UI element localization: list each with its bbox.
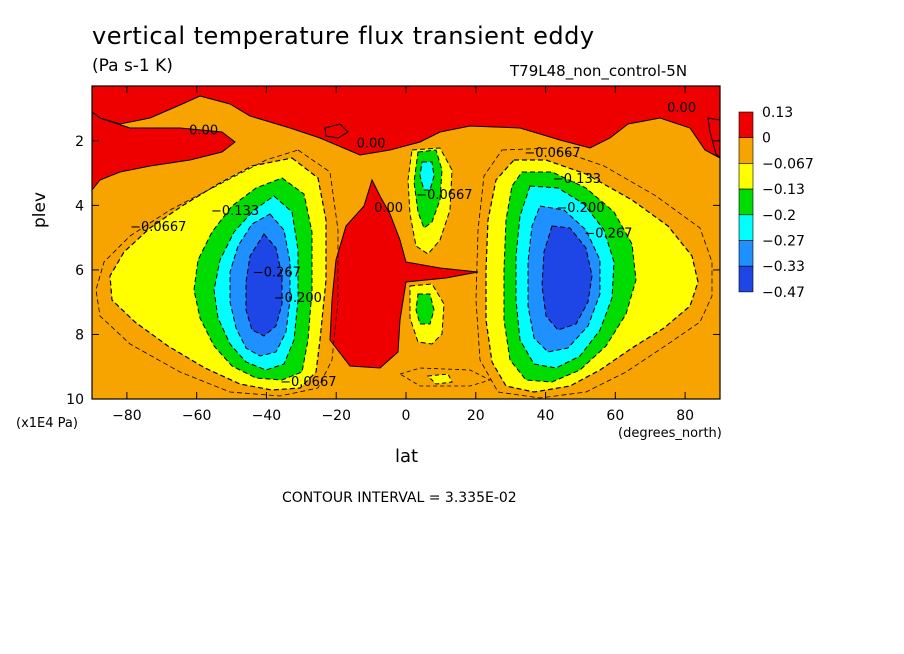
y-tick-label: 8 [75,327,84,343]
x-axis: −80 −60 −40 −20 0 20 40 60 80 [112,86,694,424]
fill-red-central-tongue [329,178,479,369]
legend-label: 0 [762,131,771,147]
y-tick-label: 4 [75,198,84,214]
x-tick-label: 60 [606,408,624,424]
legend-swatch [738,188,754,216]
contour-label: −0.200 [556,201,604,216]
fill-red-upper-right [707,117,720,159]
filled-contours [92,86,720,399]
fill-eq-lower-green [415,293,435,325]
fill-eq-upper-cyan [419,161,435,191]
fill-eq-bottom-yellow [426,373,453,385]
x-tick-label: 40 [537,408,555,424]
legend-label: −0.33 [762,259,805,275]
x-tick-label: −40 [252,408,282,424]
run-label: T79L48_non_control-5N [510,62,688,80]
contour-labels: 0.00 0.00 0.00 0.00 −0.0667 −0.133 −0.267 −0.20… [130,101,696,390]
contour-label: 0.00 [189,123,218,138]
x-tick-label: −20 [321,408,351,424]
contour-label: 0.00 [374,201,403,216]
fill-right-deepblue [541,225,593,331]
y-axis: 2 4 6 8 10 [66,134,720,408]
contour-label: 0.00 [667,101,696,116]
legend-label: −0.47 [762,285,805,301]
contour-label: −0.200 [274,291,322,306]
contour-line-right-outer [475,147,713,399]
x-tick-label: 80 [676,408,694,424]
x-tick-label: 0 [402,408,411,424]
legend-swatch [738,137,754,164]
legend-label: −0.067 [762,156,814,172]
contour-label: −0.0667 [280,375,336,390]
fill-left-deepblue [245,233,283,337]
y-axis-unit: (x1E4 Pa) [16,416,78,431]
color-legend: 0.13 0 −0.067 −0.13 −0.2 −0.27 −0.33 −0.47 [738,105,814,301]
legend-label: −0.13 [762,182,805,198]
contour-label: −0.133 [553,172,601,187]
legend-label: −0.27 [762,234,805,250]
fill-red-top-center-blob [324,123,349,139]
contour-label: −0.0667 [524,146,580,161]
chart-units: (Pa s-1 K) [92,56,173,76]
y-tick-label: 10 [66,392,84,408]
y-tick-label: 2 [75,134,84,150]
contour-line-left-outer [95,149,339,397]
legend-label: −0.2 [762,208,796,224]
fill-red-top [92,86,720,159]
legend-swatch [738,111,754,139]
contour-interval: CONTOUR INTERVAL = 3.335E-02 [282,490,517,506]
legend-swatch [738,265,754,293]
fill-red-upper-left [92,111,236,191]
contour-label: −0.0667 [130,220,186,235]
chart-title: vertical temperature flux transient eddy [92,22,595,50]
x-tick-label: 20 [467,408,485,424]
y-tick-label: 6 [75,263,84,279]
legend-swatch [738,214,754,241]
contour-label: −0.267 [584,227,632,242]
contour-label: −0.133 [211,204,259,219]
contour-line-eq-bottom [399,367,492,387]
x-axis-unit: (degrees_north) [618,426,722,441]
x-tick-label: −60 [182,408,212,424]
contour-label: −0.0667 [416,188,472,203]
legend-label: 0.13 [762,105,793,121]
x-tick-label: −80 [112,408,142,424]
contour-label: −0.267 [253,265,301,280]
legend-swatch [738,163,754,190]
legend-swatch [738,240,754,267]
x-axis-label: lat [395,446,419,467]
contour-label: 0.00 [357,136,386,151]
